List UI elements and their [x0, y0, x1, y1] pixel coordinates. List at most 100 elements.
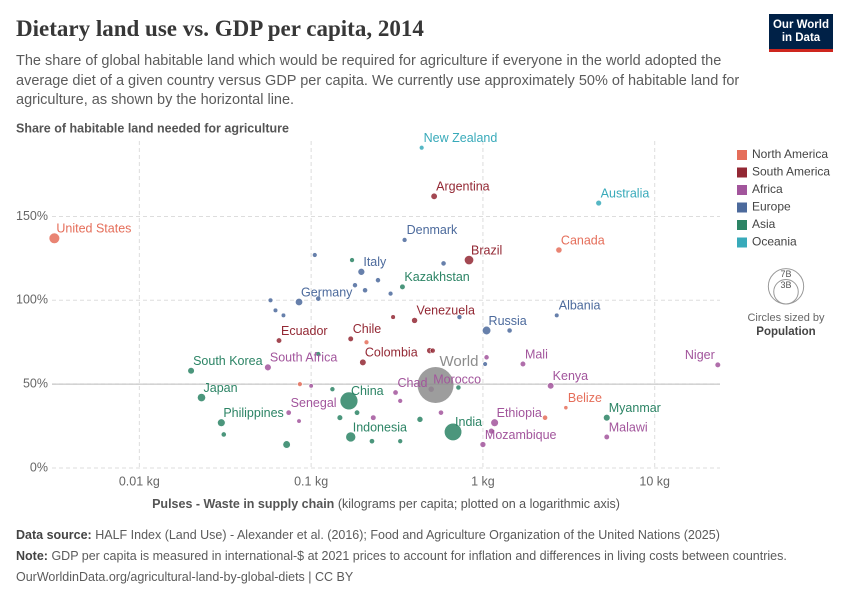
data-point: [542, 414, 548, 421]
data-point: [296, 418, 302, 424]
data-point: [275, 337, 283, 344]
data-point: [315, 295, 322, 302]
point-label: Mozambique: [485, 428, 557, 442]
data-point: [603, 414, 611, 422]
source-label: Data source:: [16, 528, 92, 542]
data-point: [714, 361, 721, 368]
data-point: [444, 422, 463, 441]
data-point: [483, 354, 490, 361]
world-point: [417, 366, 454, 403]
data-point: [267, 297, 274, 304]
size-legend-measure: Population: [756, 326, 815, 338]
data-point: [339, 391, 359, 411]
data-point: [272, 307, 279, 313]
point-label: Chile: [353, 322, 382, 336]
size-legend-label: 7B: [780, 269, 791, 279]
x-tick-label: 0.1 kg: [294, 474, 328, 488]
size-legend-circle: [773, 278, 799, 305]
data-point: [429, 347, 436, 354]
point-label: Italy: [363, 255, 387, 269]
data-point: [440, 260, 447, 267]
data-point: [315, 351, 321, 357]
data-point: [456, 314, 463, 320]
point-label: Brazil: [471, 243, 502, 257]
size-legend-caption: Circles sized by: [747, 312, 825, 324]
point-label: Albania: [559, 299, 601, 313]
data-point: [187, 367, 195, 375]
point-label: Indonesia: [353, 420, 407, 434]
y-tick-label: 50%: [23, 376, 48, 390]
legend-swatch: [737, 150, 747, 160]
x-tick-label: 1 kg: [471, 474, 495, 488]
legend-label: Oceania: [752, 235, 797, 249]
legend-label: Asia: [752, 217, 776, 231]
point-label: Philippines: [223, 406, 283, 420]
data-point: [329, 386, 336, 393]
data-point: [264, 363, 272, 372]
point-label: Argentina: [436, 180, 490, 194]
point-label: Canada: [561, 233, 605, 247]
point-label: Denmark: [407, 223, 458, 237]
chart-title: Dietary land use vs. GDP per capita, 201…: [16, 16, 424, 41]
x-axis-note: (kilograms per capita; plotted on a loga…: [338, 497, 620, 511]
data-point: [308, 383, 314, 389]
point-label: India: [455, 415, 482, 429]
point-label: Myanmar: [609, 401, 661, 415]
data-point: [197, 393, 206, 402]
logo[interactable]: Our World in Data: [769, 14, 833, 52]
point-label: Germany: [301, 285, 353, 299]
point-label: Kenya: [553, 369, 588, 383]
point-label: Mali: [525, 347, 548, 361]
data-point: [362, 287, 368, 294]
point-label: Belize: [568, 391, 602, 405]
source-text: HALF Index (Land Use) - Alexander et al.…: [95, 528, 720, 542]
y-tick-label: 150%: [16, 209, 48, 223]
note-text: GDP per capita is measured in internatio…: [51, 549, 787, 563]
data-point: [369, 438, 375, 445]
data-point: [280, 312, 287, 318]
x-axis-title: Pulses - Waste in supply chain: [152, 497, 334, 511]
url[interactable]: OurWorldinData.org/agricultural-land-by-…: [16, 570, 354, 584]
data-point: [482, 325, 492, 336]
data-point: [397, 398, 403, 404]
point-label: Ecuador: [281, 324, 328, 338]
data-point: [345, 431, 357, 443]
data-point: [563, 405, 569, 411]
point-label: Colombia: [365, 346, 418, 360]
data-point: [416, 416, 424, 423]
x-axis-label: Pulses - Waste in supply chain (kilogram…: [152, 497, 620, 511]
data-point: [464, 255, 474, 266]
legend-label: Europe: [752, 200, 791, 214]
data-point: [297, 381, 303, 387]
legend-swatch: [737, 185, 747, 195]
point-label: South Africa: [270, 351, 337, 365]
legend-label: South America: [752, 165, 830, 179]
data-point: [390, 314, 396, 320]
data-point: [411, 317, 418, 324]
point-label: Malawi: [609, 420, 648, 434]
data-point: [357, 268, 366, 276]
y-tick-label: 100%: [16, 293, 48, 307]
legend-swatch: [737, 220, 747, 230]
point-label: Niger: [685, 348, 715, 362]
data-point: [336, 414, 344, 421]
data-point: [430, 192, 438, 200]
chart: Share of habitable land needed for agric…: [16, 121, 830, 511]
data-point: [438, 409, 444, 416]
y-tick-label: 0%: [30, 460, 48, 474]
point-label: Morocco: [433, 372, 481, 386]
data-point: [603, 433, 610, 441]
point-label: Chad: [398, 376, 428, 390]
data-point: [387, 290, 394, 297]
data-point: [363, 339, 370, 345]
data-point: [392, 389, 399, 396]
point-label: Russia: [489, 314, 527, 328]
data-point: [455, 384, 462, 391]
point-label: China: [351, 384, 384, 398]
data-point: [295, 297, 304, 306]
data-point: [354, 409, 361, 416]
data-point: [282, 440, 291, 449]
data-point: [347, 335, 354, 342]
data-point: [519, 360, 527, 368]
